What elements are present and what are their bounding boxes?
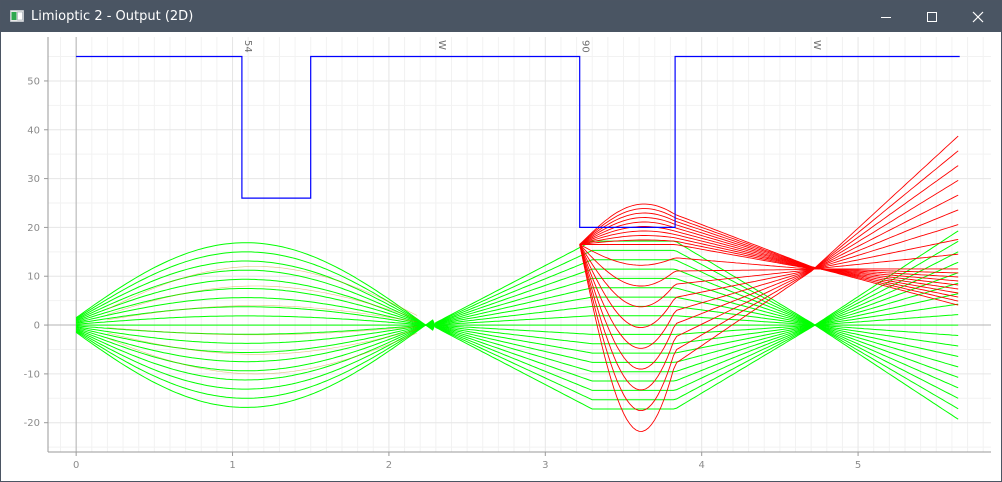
overlap-ray	[107, 326, 418, 336]
minimize-button[interactable]	[863, 1, 909, 32]
y-tick-label: 20	[27, 223, 40, 234]
red-ray	[579, 230, 959, 282]
element-label: 54	[242, 40, 253, 53]
y-tick-label: 10	[27, 272, 40, 283]
red-ray	[579, 135, 959, 432]
red-ray	[579, 150, 959, 412]
x-tick-label: 1	[229, 460, 235, 471]
element-label: W	[436, 40, 447, 50]
close-button[interactable]	[955, 1, 1001, 32]
x-tick-label: 4	[699, 460, 705, 471]
y-tick-label: 30	[27, 174, 40, 185]
green-ray	[75, 240, 959, 420]
overlap-ray	[107, 285, 418, 319]
overlap-ray	[107, 305, 418, 323]
red-ray	[579, 212, 959, 298]
x-tick-label: 3	[542, 460, 548, 471]
beam-envelope-plot: 0 1 2 3 4 5 -20 -10 0 10 20 30 40 50 54 W 90 W	[24, 37, 991, 471]
y-tick-label: 50	[27, 76, 40, 87]
close-icon	[972, 11, 984, 22]
red-ray	[579, 244, 959, 270]
red-ray	[579, 239, 959, 274]
red-ray	[579, 217, 959, 294]
element-label: W	[811, 40, 822, 50]
aperture-line	[76, 55, 960, 228]
maximize-icon	[927, 11, 937, 22]
red-ray	[579, 224, 959, 308]
overlap-ray	[107, 332, 418, 375]
x-tick-label: 2	[386, 460, 392, 471]
red-ray	[579, 235, 959, 278]
overlap-ray	[107, 329, 418, 355]
y-tick-label: 0	[34, 321, 40, 332]
y-tick-label: 40	[27, 125, 40, 136]
red-ray	[579, 203, 959, 306]
red-ray	[579, 221, 959, 290]
y-tick-label: -10	[24, 369, 40, 380]
red-ray	[579, 226, 959, 286]
red-ray	[579, 238, 959, 287]
x-tick-label: 0	[73, 460, 79, 471]
red-ray	[579, 244, 959, 270]
overlap-ray	[107, 266, 418, 316]
red-ray	[579, 180, 959, 370]
y-tick-label: -20	[24, 418, 40, 429]
red-ray	[579, 165, 959, 391]
x-tick-label: 5	[855, 460, 861, 471]
element-label: 90	[580, 40, 591, 53]
title-bar[interactable]: Limioptic 2 - Output (2D)	[1, 1, 1001, 32]
red-ray	[579, 194, 959, 349]
red-ray	[579, 208, 959, 302]
maximize-button[interactable]	[909, 1, 955, 32]
minimize-icon	[881, 16, 891, 18]
red-ray	[579, 209, 959, 329]
limioptic-app-icon	[10, 10, 24, 22]
window-title: Limioptic 2 - Output (2D)	[31, 9, 194, 24]
